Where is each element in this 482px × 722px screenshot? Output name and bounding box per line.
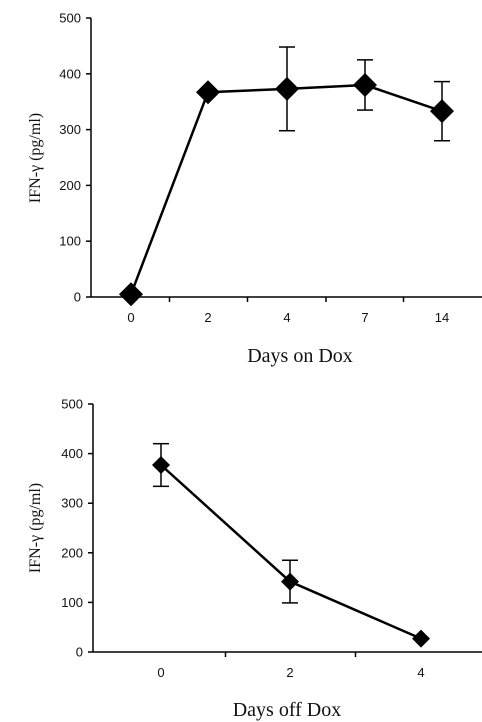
x-tick-label: 4 — [417, 665, 424, 680]
data-point — [430, 99, 454, 124]
x-tick-label: 2 — [286, 665, 293, 680]
y-tick-label: 200 — [61, 545, 83, 560]
chart-days-off-dox: IFN-γ (pg/ml) Days off Dox 0100200300400… — [27, 397, 482, 721]
x-tick-label: 4 — [283, 310, 290, 325]
data-point — [353, 72, 377, 97]
x-axis-label: Days off Dox — [233, 699, 342, 721]
y-axis-label: IFN-γ (pg/ml) — [27, 483, 44, 573]
chart-days-on-dox: IFN-γ (pg/ml) Days on Dox 0 100 200 300 400 5… — [27, 11, 482, 367]
plot-area: 0 100 200 300 400 500 0 2 4 7 14 — [59, 11, 482, 325]
data-point — [196, 80, 220, 105]
y-tick-label: 0 — [74, 290, 81, 305]
y-tick-label: 400 — [61, 446, 83, 461]
y-tick-label: 100 — [59, 234, 81, 249]
data-point — [275, 76, 299, 101]
x-tick-label: 14 — [435, 310, 449, 325]
data-point — [119, 282, 143, 307]
x-tick-label: 2 — [204, 310, 211, 325]
x-tick-label: 0 — [157, 665, 164, 680]
y-tick-label: 0 — [76, 645, 83, 660]
y-tick-label: 500 — [59, 11, 81, 26]
y-tick-label: 500 — [61, 397, 83, 412]
x-axis-label: Days on Dox — [247, 345, 353, 367]
y-tick-label: 100 — [61, 595, 83, 610]
x-tick-label: 7 — [361, 310, 368, 325]
data-point — [412, 629, 430, 648]
y-tick-label: 200 — [59, 178, 81, 193]
y-tick-label: 400 — [59, 66, 81, 81]
data-point — [281, 572, 299, 591]
y-tick-label: 300 — [59, 122, 81, 137]
series-line — [160, 464, 422, 640]
plot-area: 0 100 200 300 400 500 0 2 4 — [61, 397, 482, 680]
y-axis-label: IFN-γ (pg/ml) — [27, 113, 44, 203]
x-tick-label: 0 — [127, 310, 134, 325]
data-point — [152, 456, 170, 475]
y-tick-label: 300 — [61, 496, 83, 511]
